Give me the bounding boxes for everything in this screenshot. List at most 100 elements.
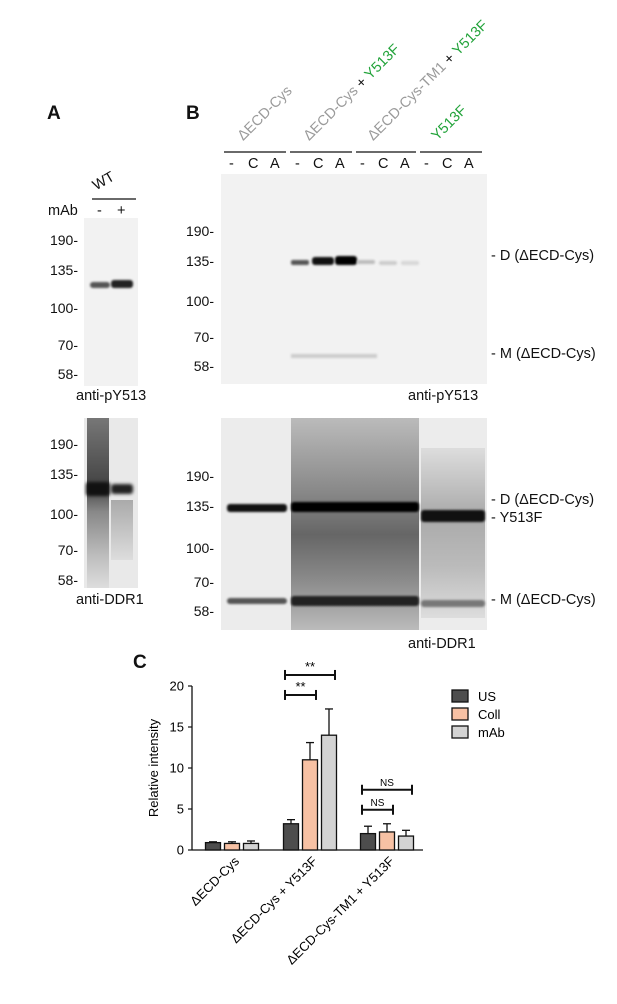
y-tick-label: 0: [177, 843, 184, 858]
band: [111, 280, 133, 288]
band: [335, 256, 357, 265]
chart-axes: 0 5 10 15 20 Relative intensity ΔECD-CysΔECD-C…: [146, 679, 423, 967]
band: [291, 596, 419, 606]
band: [379, 261, 397, 265]
y-tick-label: 5: [177, 802, 184, 817]
mw-marker: 70-: [57, 542, 78, 558]
band: [421, 510, 485, 522]
mw-marker: 135-: [49, 466, 78, 482]
antibody-label: anti-pY513: [408, 388, 479, 404]
mw-marker: 100-: [49, 506, 78, 522]
mw-marker: 58-: [193, 358, 214, 374]
blot-b-pY513: [221, 174, 487, 384]
band-label: - M (ΔECD-Cys): [491, 346, 596, 362]
band: [291, 260, 309, 265]
band: [291, 502, 419, 512]
lane-label: A: [464, 156, 474, 172]
bar: [242, 842, 260, 851]
antibody-label: anti-DDR1: [408, 636, 476, 652]
mw-marker: 70-: [193, 574, 214, 590]
mw-marker: 100-: [49, 300, 78, 316]
lane-label: A: [270, 156, 280, 172]
bar: [204, 841, 222, 851]
band: [90, 282, 110, 288]
mw-marker: 58-: [57, 572, 78, 588]
legend-swatch: [451, 707, 469, 721]
lane-smear: [421, 448, 485, 618]
band-label: - D (ΔECD-Cys): [491, 248, 595, 264]
significance-label: NS: [371, 798, 385, 809]
band: [227, 504, 287, 512]
band-label: - M (ΔECD-Cys): [491, 592, 596, 608]
bar: [397, 835, 415, 851]
y-axis-label: Relative intensity: [146, 718, 161, 817]
x-tick-label: ΔECD-Cys: [187, 853, 242, 908]
band: [357, 260, 375, 264]
band-label: - Y513F: [491, 510, 543, 526]
band-label: - D (ΔECD-Cys): [491, 492, 595, 508]
legend-label: US: [478, 689, 496, 704]
significance-annotations: **** NS NS: [284, 659, 413, 815]
band: [401, 261, 419, 265]
legend-label: mAb: [478, 725, 505, 740]
y-tick-label: 10: [170, 761, 184, 776]
lane-sign: +: [117, 203, 126, 219]
panel-a-letter: A: [47, 103, 61, 124]
mw-marker: 190-: [185, 468, 214, 484]
significance-label: **: [295, 679, 305, 694]
band: [421, 600, 485, 607]
lane-label: -: [295, 156, 300, 172]
lane-label: -: [229, 156, 234, 172]
bar: [223, 842, 241, 851]
chart-bars: [204, 708, 415, 851]
lane-label: A: [400, 156, 410, 172]
mw-marker: 100-: [185, 540, 214, 556]
bar: [378, 831, 396, 851]
lane-label: C: [248, 156, 259, 172]
band: [291, 354, 377, 358]
band: [86, 482, 110, 496]
mw-marker: 70-: [193, 329, 214, 345]
antibody-label: anti-pY513: [76, 388, 147, 404]
blot-a-pY513: [84, 218, 138, 386]
band: [227, 598, 287, 604]
treatment-label: mAb: [48, 203, 78, 219]
mw-marker: 100-: [185, 293, 214, 309]
antibody-label: anti-DDR1: [76, 592, 144, 608]
lane-label: C: [313, 156, 324, 172]
mw-marker: 135-: [185, 498, 214, 514]
y-tick-label: 20: [170, 679, 184, 694]
mw-marker: 135-: [49, 262, 78, 278]
lane-label: C: [442, 156, 453, 172]
y-tick-label: 15: [170, 720, 184, 735]
band: [111, 484, 133, 494]
chart-legend: US Coll mAb: [451, 689, 505, 740]
panel-b-letter: B: [186, 103, 200, 124]
bar: [320, 734, 338, 851]
mw-marker: 135-: [185, 253, 214, 269]
mw-marker: 190-: [49, 436, 78, 452]
mw-marker: 58-: [57, 366, 78, 382]
x-tick-label: ΔECD-Cys + Y513F: [228, 853, 320, 945]
mw-marker: 190-: [49, 232, 78, 248]
bar: [301, 759, 319, 851]
blot-a-DDR1: [84, 418, 138, 588]
legend-swatch: [451, 689, 469, 703]
mw-marker: 70-: [57, 337, 78, 353]
band: [312, 257, 334, 265]
significance-label: **: [305, 659, 315, 674]
lane-label: A: [335, 156, 345, 172]
panel-c-letter: C: [133, 652, 147, 673]
lane-label: -: [360, 156, 365, 172]
lane-smear: [111, 500, 133, 560]
lane-smear: [291, 418, 419, 630]
lane-smear: [87, 418, 109, 588]
blot-b-DDR1: [221, 418, 487, 630]
lane-label: C: [378, 156, 389, 172]
bar: [282, 823, 300, 851]
lane-label: -: [424, 156, 429, 172]
legend-label: Coll: [478, 707, 501, 722]
legend-swatch: [451, 725, 469, 739]
